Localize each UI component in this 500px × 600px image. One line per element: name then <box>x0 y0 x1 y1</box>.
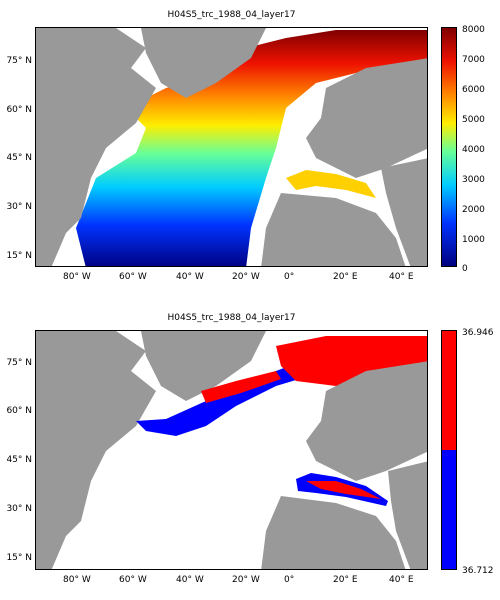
cb-tick: 4000 <box>462 145 485 155</box>
lon-tick: 60° W <box>119 272 147 282</box>
land-middle-east <box>381 158 427 266</box>
lon-tick: 20° E <box>333 272 358 282</box>
lon-tick: 40° E <box>389 272 414 282</box>
lon-tick: 40° W <box>176 272 204 282</box>
lat-tick: 45° N <box>6 153 32 163</box>
land-europe <box>306 361 427 481</box>
land-europe <box>306 58 427 178</box>
lat-tick: 15° N <box>6 553 32 563</box>
cb-tick: 1000 <box>462 235 485 245</box>
land-greenland <box>141 331 266 401</box>
cb-max: 36.946 <box>462 328 494 338</box>
cb-tick: 2000 <box>462 205 485 215</box>
cb-tick: 7000 <box>462 55 485 65</box>
lat-tick: 30° N <box>6 202 32 212</box>
cb-min: 36.712 <box>462 566 494 576</box>
tracer-field <box>76 30 427 266</box>
land-africa <box>261 193 406 266</box>
land-middle-east <box>388 461 427 569</box>
lat-tick: 60° N <box>6 406 32 416</box>
lat-tick: 75° N <box>6 56 32 66</box>
red-band-strip <box>201 371 281 403</box>
top-panel-title: H04S5_trc_1988_04_layer17 <box>167 10 296 20</box>
lon-tick: 80° W <box>63 575 91 585</box>
land-north-america <box>36 331 156 569</box>
lat-tick: 15° N <box>6 251 32 261</box>
lon-tick: 60° W <box>119 575 147 585</box>
lat-tick: 60° N <box>6 105 32 115</box>
lon-tick: 80° W <box>63 272 91 282</box>
cb-tick: 3000 <box>462 175 485 185</box>
lon-tick: 20° W <box>232 272 260 282</box>
lon-tick: 20° E <box>333 575 358 585</box>
cb-tick: 0 <box>462 264 468 274</box>
land-greenland <box>141 28 266 98</box>
mediterranean-red <box>306 481 381 499</box>
tracer-field-mediterranean <box>286 170 376 198</box>
bottom-panel-title: H04S5_trc_1988_04_layer17 <box>167 313 296 323</box>
top-colorbar <box>441 27 457 267</box>
land-africa <box>261 496 406 569</box>
cb-tick: 5000 <box>462 115 485 125</box>
top-map <box>35 27 428 267</box>
lon-tick: 0° <box>284 575 295 585</box>
blue-band <box>136 341 427 436</box>
lon-tick: 40° W <box>176 575 204 585</box>
lat-tick: 75° N <box>6 358 32 368</box>
cb-tick: 6000 <box>462 85 485 95</box>
cb-tick: 8000 <box>462 25 485 35</box>
bottom-map <box>35 330 428 570</box>
bottom-colorbar <box>441 330 457 570</box>
lon-tick: 20° W <box>232 575 260 585</box>
lon-tick: 0° <box>284 272 295 282</box>
land-north-america <box>36 28 156 266</box>
lat-tick: 45° N <box>6 455 32 465</box>
lat-tick: 30° N <box>6 504 32 514</box>
lon-tick: 40° E <box>389 575 414 585</box>
